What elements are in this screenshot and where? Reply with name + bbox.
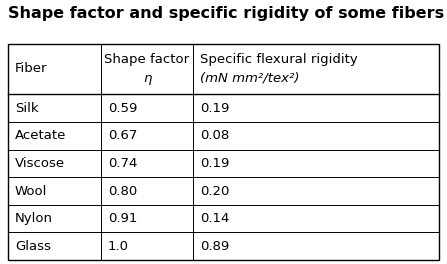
Bar bbox=[8, 44, 439, 260]
Text: Acetate: Acetate bbox=[15, 129, 67, 142]
Text: Nylon: Nylon bbox=[15, 212, 53, 225]
Text: 0.91: 0.91 bbox=[108, 212, 137, 225]
Text: 0.74: 0.74 bbox=[108, 157, 137, 170]
Text: 0.59: 0.59 bbox=[108, 102, 137, 115]
Text: Glass: Glass bbox=[15, 240, 51, 253]
Text: 1.0: 1.0 bbox=[108, 240, 129, 253]
Text: Viscose: Viscose bbox=[15, 157, 65, 170]
Text: 0.67: 0.67 bbox=[108, 129, 137, 142]
Text: Wool: Wool bbox=[15, 185, 47, 197]
Text: Silk: Silk bbox=[15, 102, 39, 115]
Text: 0.89: 0.89 bbox=[200, 240, 230, 253]
Text: 0.80: 0.80 bbox=[108, 185, 137, 197]
Text: 0.19: 0.19 bbox=[200, 157, 230, 170]
Text: 0.20: 0.20 bbox=[200, 185, 230, 197]
Text: Shape factor: Shape factor bbox=[105, 53, 190, 66]
Text: Shape factor and specific rigidity of some fibers: Shape factor and specific rigidity of so… bbox=[8, 6, 444, 21]
Text: 0.08: 0.08 bbox=[200, 129, 230, 142]
Text: (mN mm²/tex²): (mN mm²/tex²) bbox=[200, 72, 300, 85]
Text: Fiber: Fiber bbox=[15, 63, 47, 76]
Text: Specific flexural rigidity: Specific flexural rigidity bbox=[200, 53, 358, 66]
Text: η: η bbox=[143, 72, 151, 85]
Text: 0.19: 0.19 bbox=[200, 102, 230, 115]
Text: 0.14: 0.14 bbox=[200, 212, 230, 225]
